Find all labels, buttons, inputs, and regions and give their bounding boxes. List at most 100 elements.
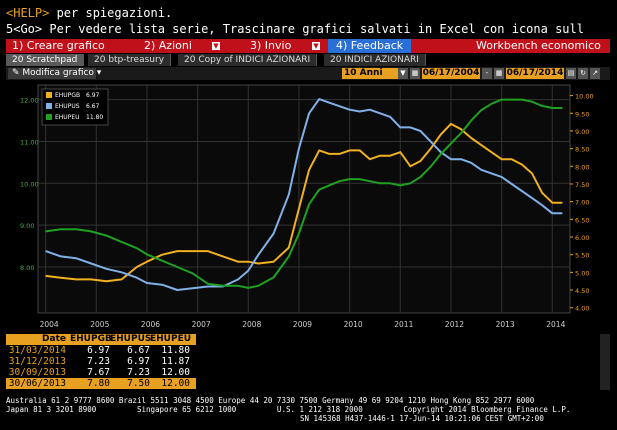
y-right-tick-label: 8.50 bbox=[575, 146, 589, 154]
cell-value: 7.23 bbox=[87, 356, 110, 367]
y-right-tick-label: 9.00 bbox=[575, 128, 589, 136]
x-tick-label: 2011 bbox=[394, 320, 413, 329]
legend-series-name: EHUPUS bbox=[55, 103, 80, 110]
end-date-field[interactable]: 06/17/2014 bbox=[506, 68, 564, 79]
table-row[interactable]: 31/12/2013 7.23 6.97 11.87 bbox=[6, 356, 196, 367]
y-right-tick-label: 4.00 bbox=[575, 305, 589, 313]
chart-area[interactable]: 2004 2005 2006 2007 2008 2009 2010 2011 2012 2013… bbox=[6, 81, 610, 333]
x-tick-label: 2006 bbox=[141, 320, 160, 329]
grid-view-icon[interactable]: ▤ bbox=[566, 68, 576, 79]
table-header: Date EHUPGB EHUPUS EHUPEU bbox=[6, 334, 196, 345]
y-left-tick-label: 11.00 bbox=[20, 138, 39, 146]
tab-indici-azionari[interactable]: 20 INDICI AZIONARI bbox=[324, 54, 426, 66]
cell-value: 6.97 bbox=[127, 356, 150, 367]
modifica-grafico-button[interactable]: ✎ Modifica grafico ▾ bbox=[8, 68, 101, 79]
x-tick-label: 2014 bbox=[546, 320, 565, 329]
undock-icon[interactable]: ↗ bbox=[590, 68, 600, 79]
y-right-tick-label: 7.00 bbox=[575, 199, 589, 207]
series-line-ehupeu bbox=[45, 98, 563, 289]
refresh-icon[interactable]: ↻ bbox=[578, 68, 588, 79]
col-header[interactable]: EHUPUS bbox=[110, 334, 152, 344]
y-left-tick-label: 12.00 bbox=[20, 97, 39, 105]
cell-value: 12.00 bbox=[161, 378, 190, 389]
table-row[interactable]: 30/06/2013 7.80 7.50 12.00 bbox=[6, 378, 196, 389]
x-tick-label: 2012 bbox=[445, 320, 464, 329]
legend-series-value: 6.97 bbox=[86, 92, 100, 99]
y-right-tick-label: 5.50 bbox=[575, 252, 589, 260]
y-right-tick-label: 7.50 bbox=[575, 181, 589, 189]
x-tick-label: 2007 bbox=[192, 320, 211, 329]
footer-line-1: Australia 61 2 9777 8600 Brazil 5511 304… bbox=[6, 396, 535, 405]
y-left-tick-label: 10.00 bbox=[20, 180, 39, 188]
x-tick-label: 2004 bbox=[40, 320, 59, 329]
line-chart[interactable]: 2004 2005 2006 2007 2008 2009 2010 2011 2012 2013… bbox=[6, 81, 610, 333]
series-line-ehupus bbox=[45, 98, 563, 291]
start-date-field[interactable]: 06/17/2004 bbox=[422, 68, 480, 79]
cell-value: 7.67 bbox=[87, 367, 110, 378]
workbench-title: Workbench economico bbox=[476, 39, 601, 52]
table-row[interactable]: 31/03/2014 6.97 6.67 11.80 bbox=[6, 345, 196, 356]
table-scrollbar[interactable] bbox=[600, 334, 610, 390]
legend-swatch bbox=[46, 114, 52, 120]
cell-date: 31/03/2014 bbox=[8, 345, 66, 356]
x-tick-label: 2009 bbox=[293, 320, 312, 329]
x-tick-label: 2008 bbox=[242, 320, 261, 329]
menu-bar: 1) Creare grafico 2) Azioni ▼ 3) Invio ▼… bbox=[6, 39, 610, 53]
cell-value: 11.87 bbox=[161, 356, 190, 367]
footer-line-2: Japan 81 3 3201 8900 Singapore 65 6212 1… bbox=[6, 405, 571, 414]
cell-value: 12.00 bbox=[161, 367, 190, 378]
instruction-line: 5<Go> Per vedere lista serie, Trascinare… bbox=[6, 22, 584, 36]
tab-btp-treasury[interactable]: 20 btp-treasury bbox=[88, 54, 172, 66]
y-left-tick-label: 9.00 bbox=[20, 222, 34, 230]
period-dropdown-icon[interactable]: ▼ bbox=[398, 68, 408, 79]
period-select[interactable]: 10 Anni bbox=[342, 68, 398, 79]
calendar-start-icon[interactable]: ▦ bbox=[410, 68, 420, 79]
azioni-dropdown-icon[interactable]: ▼ bbox=[212, 42, 220, 50]
legend-swatch bbox=[46, 103, 52, 109]
invio-dropdown-icon[interactable]: ▼ bbox=[312, 42, 320, 50]
y-right-tick-label: 10.00 bbox=[575, 93, 594, 101]
y-right-tick-label: 6.50 bbox=[575, 216, 589, 224]
legend-series-value: 6.67 bbox=[86, 103, 100, 110]
legend-box bbox=[41, 88, 109, 126]
y-left-tick-label: 8.00 bbox=[20, 264, 34, 272]
menu-creare-grafico[interactable]: 1) Creare grafico bbox=[12, 39, 105, 52]
y-right-tick-label: 9.50 bbox=[575, 110, 589, 118]
legend-series-name: EHUPGB bbox=[55, 92, 80, 99]
legend-series-value: 11.80 bbox=[86, 114, 103, 121]
cell-value: 7.80 bbox=[87, 378, 110, 389]
x-tick-label: 2013 bbox=[496, 320, 515, 329]
help-line: <HELP> per spiegazioni. bbox=[6, 6, 172, 20]
chart-toolbar: ✎ Modifica grafico ▾ 10 Anni ▼ ▦ 06/17/2… bbox=[6, 67, 610, 80]
tab-scratchpad[interactable]: 20 Scratchpad bbox=[6, 54, 85, 66]
y-right-tick-label: 4.50 bbox=[575, 287, 589, 295]
menu-azioni[interactable]: 2) Azioni bbox=[144, 39, 192, 52]
cell-date: 31/12/2013 bbox=[8, 356, 66, 367]
cell-value: 6.97 bbox=[87, 345, 110, 356]
series-line-ehupgb bbox=[45, 122, 563, 283]
cell-value: 7.50 bbox=[127, 378, 150, 389]
cell-value: 11.80 bbox=[161, 345, 190, 356]
menu-invio[interactable]: 3) Invio bbox=[250, 39, 292, 52]
modifica-label: Modifica grafico bbox=[22, 68, 94, 78]
y-right-tick-label: 8.00 bbox=[575, 163, 589, 171]
calendar-end-icon[interactable]: ▦ bbox=[494, 68, 504, 79]
menu-feedback[interactable]: 4) Feedback bbox=[328, 39, 412, 53]
legend-series-name: EHUPEU bbox=[55, 114, 80, 121]
data-table: Date EHUPGB EHUPUS EHUPEU 31/03/2014 6.9… bbox=[6, 334, 196, 389]
tab-copy-indici-azionari[interactable]: 20 Copy of INDICI AZIONARI bbox=[178, 54, 318, 66]
col-header[interactable]: Date bbox=[42, 334, 66, 344]
x-tick-label: 2005 bbox=[90, 320, 109, 329]
x-tick-label: 2010 bbox=[344, 320, 363, 329]
cell-value: 7.23 bbox=[127, 367, 150, 378]
cell-value: 6.67 bbox=[127, 345, 150, 356]
help-command[interactable]: <HELP> bbox=[6, 6, 50, 20]
y-right-tick-label: 5.00 bbox=[575, 269, 589, 277]
cell-date: 30/09/2013 bbox=[8, 367, 66, 378]
legend-swatch bbox=[46, 92, 52, 98]
col-header[interactable]: EHUPGB bbox=[70, 334, 112, 344]
table-row[interactable]: 30/09/2013 7.67 7.23 12.00 bbox=[6, 367, 196, 378]
plot-area bbox=[37, 84, 571, 314]
help-text: per spiegazioni. bbox=[49, 6, 173, 20]
col-header[interactable]: EHUPEU bbox=[150, 334, 192, 344]
